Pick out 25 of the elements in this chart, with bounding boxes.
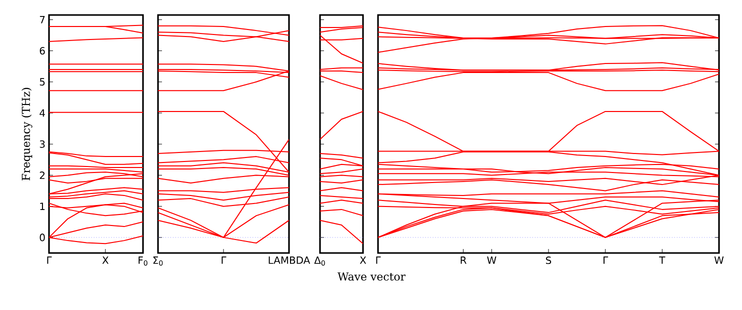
x-tick-label: W (714, 256, 724, 264)
x-tick-label: Σ$_{0}$ (153, 256, 163, 266)
x-tick-label: F$_{0}$ (138, 256, 148, 266)
x-tick-label: S (546, 256, 552, 264)
x-tick-label: LAMBDA (268, 256, 310, 264)
x-axis-title: Wave vector (338, 272, 406, 281)
x-tick-label: Γ (376, 256, 381, 264)
x-tick-label: Δ$_{0}$ (314, 256, 325, 266)
y-tick-label: 7 (40, 16, 45, 24)
x-tick-label: X (360, 256, 366, 264)
y-tick-label: 0 (40, 234, 45, 242)
y-tick-label: 1 (40, 202, 45, 210)
x-tick-label: Γ (47, 256, 52, 264)
y-tick-label: 2 (40, 172, 44, 179)
x-tick-label: Γ (222, 256, 226, 264)
y-axis-title: Frequency (THz) (22, 88, 32, 180)
x-tick-label: R (460, 256, 466, 264)
y-tick-label: 4 (40, 109, 45, 117)
x-tick-label: X (102, 256, 109, 264)
y-tick-label: 6 (40, 47, 45, 55)
y-tick-label: 3 (40, 140, 45, 148)
x-tick-label: Γ (604, 256, 608, 264)
x-tick-label: T (659, 256, 666, 264)
x-tick-label: W (487, 256, 496, 264)
y-tick-label: 5 (40, 78, 45, 86)
